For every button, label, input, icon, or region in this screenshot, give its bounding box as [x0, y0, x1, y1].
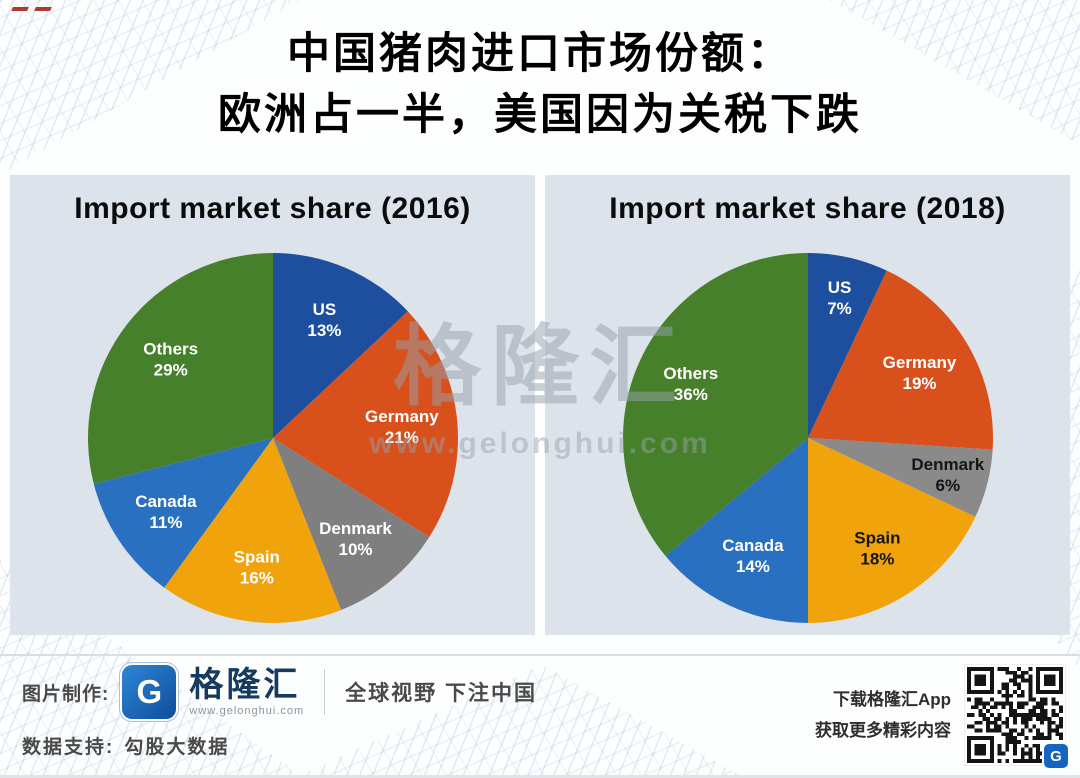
pie-slice-denmark — [807, 438, 993, 517]
data-support-label: 数据支持: — [22, 737, 115, 758]
pie-svg: US 13% Germany 21% Denmark 10% Spain 16% Canada 1… — [87, 253, 458, 624]
pie-label-us: US 7% — [827, 278, 852, 318]
pie-label-germany: Germany 19% — [882, 353, 956, 393]
app-cta-line1: 下载格隆汇App — [832, 690, 951, 709]
pie-label-spain: Spain 16% — [233, 548, 279, 588]
brand-block: 格隆汇 www.gelonghui.com — [189, 668, 304, 717]
page-title-line2: 欧洲占一半，美国因为关税下跌 — [218, 92, 862, 139]
qr-logo-badge: G — [1042, 742, 1070, 770]
pie-label-others: Others 36% — [663, 364, 718, 404]
chart-panel-2018: Import market share (2018) US 7% Germany 19… — [545, 175, 1070, 635]
footer-right: 下载格隆汇App 获取更多精彩内容 G — [815, 664, 1070, 770]
data-support-value: 勾股大数据 — [124, 737, 230, 758]
pie-slice-spain — [163, 438, 341, 624]
pie-label-us: US 13% — [307, 300, 341, 340]
pie-chart-2016: US 13% Germany 21% Denmark 10% Spain 16% Canada 1… — [83, 248, 463, 628]
pie-label-denmark: Denmark 6% — [911, 455, 984, 495]
pie-slice-canada — [93, 438, 273, 588]
app-cta-text: 下载格隆汇App 获取更多精彩内容 — [815, 684, 951, 746]
pie-label-spain: Spain 18% — [854, 528, 900, 568]
pie-slice-others — [87, 253, 273, 485]
gelonghui-logo-icon: G — [122, 665, 177, 719]
pie-slice-germany — [807, 270, 993, 450]
pie-slice-others — [622, 253, 808, 556]
pie-label-canada: Canada 14% — [722, 536, 784, 576]
pie-svg: US 7% Germany 19% Denmark 6% Spain 18% Canada 14%… — [622, 253, 993, 623]
footer: 图片制作: G 格隆汇 www.gelonghui.com 全球视野 下注中国 … — [0, 654, 1080, 775]
pie-chart-2018: US 7% Germany 19% Denmark 6% Spain 18% Canada 14%… — [618, 248, 998, 628]
charts-row: Import market share (2016) US 13% Germany 2… — [10, 175, 1070, 635]
pie-slice-spain — [807, 438, 975, 623]
pie-slice-germany — [272, 311, 458, 538]
pie-slice-denmark — [272, 438, 429, 611]
brand-name: 格隆汇 — [189, 665, 301, 704]
vertical-divider — [324, 669, 326, 715]
pie-label-denmark: Denmark 10% — [319, 519, 392, 559]
pie-label-germany: Germany 21% — [365, 407, 439, 447]
slogan-text: 全球视野 下注中国 — [345, 682, 538, 705]
header: 中国猪肉进口市场份额： 欧洲占一半，美国因为关税下跌 — [0, 0, 1080, 146]
brand-url: www.gelonghui.com — [189, 704, 305, 717]
pie-label-others: Others 29% — [143, 340, 198, 380]
pie-label-canada: Canada 11% — [135, 492, 197, 532]
pie-slice-us — [807, 253, 887, 438]
app-cta-line2: 获取更多精彩内容 — [815, 721, 951, 740]
chart-title-2016: Import market share (2016) — [74, 192, 471, 225]
footer-left: 图片制作: G 格隆汇 www.gelonghui.com 全球视野 下注中国 … — [22, 665, 537, 759]
chart-title-2018: Import market share (2018) — [609, 192, 1006, 225]
page-title-line1: 中国猪肉进口市场份额： — [287, 31, 793, 78]
pie-slice-canada — [664, 438, 808, 623]
made-by-label: 图片制作: — [22, 683, 110, 705]
qr-code: G — [964, 664, 1070, 770]
pie-slice-us — [272, 253, 408, 438]
chart-panel-2016: Import market share (2016) US 13% Germany 2… — [10, 175, 535, 635]
